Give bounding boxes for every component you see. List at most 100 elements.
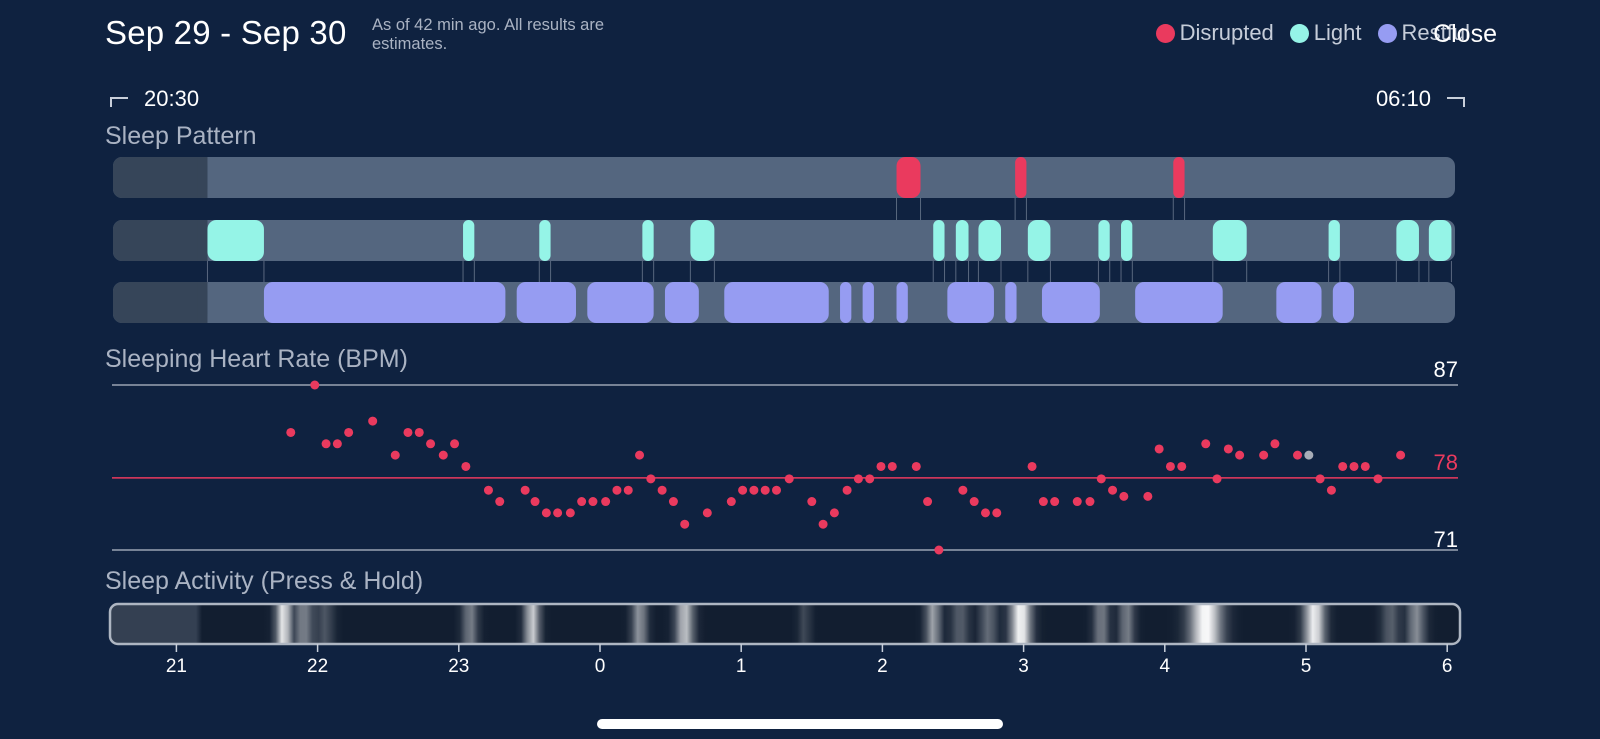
hr-data-point xyxy=(1038,497,1048,507)
light-segment xyxy=(690,220,715,261)
hr-data-point xyxy=(646,474,656,484)
hr-data-point xyxy=(623,485,633,495)
hr-data-point xyxy=(702,508,712,518)
axis-tick-label: 2 xyxy=(877,656,888,677)
hr-data-point xyxy=(865,474,875,484)
axis-tick-label: 3 xyxy=(1018,656,1029,677)
hr-data-point xyxy=(368,416,378,426)
hr-data-point xyxy=(286,427,296,437)
time-axis: 21 22 23 0 1 2 3 4 5 6 xyxy=(166,644,1453,677)
hr-data-point xyxy=(1096,474,1106,484)
hr-data-point xyxy=(1050,497,1060,507)
date-range-title: Sep 29 - Sep 30 xyxy=(105,14,347,51)
hr-data-point xyxy=(541,508,551,518)
hr-data-point xyxy=(668,497,678,507)
hr-data-point xyxy=(1315,474,1325,484)
hr-data-point xyxy=(1108,485,1118,495)
disrupted-segment xyxy=(896,157,921,198)
hr-data-point xyxy=(1373,474,1383,484)
hr-data-point xyxy=(1119,491,1129,501)
hr-data-point xyxy=(829,508,839,518)
disrupted-dot-icon xyxy=(1155,23,1175,43)
track-disrupted xyxy=(113,157,1455,198)
disrupted-segment xyxy=(1173,157,1185,198)
hr-data-point xyxy=(760,485,770,495)
hr-data-point xyxy=(1165,461,1175,471)
restful-segment xyxy=(1005,282,1017,323)
hr-data-point xyxy=(958,485,968,495)
restful-segment xyxy=(1041,282,1100,323)
hr-data-point xyxy=(1235,450,1245,460)
hr-data-point xyxy=(749,485,759,495)
hr-data-point xyxy=(992,508,1002,518)
hr-data-point xyxy=(520,485,530,495)
hr-max-label: 87 xyxy=(1434,357,1458,382)
axis-tick-label: 6 xyxy=(1442,656,1453,677)
hr-min-label: 71 xyxy=(1434,527,1458,552)
hr-data-point xyxy=(635,450,645,460)
light-segment xyxy=(207,220,264,261)
pre-sleep-region-edge xyxy=(197,220,208,261)
hr-data-point xyxy=(1201,439,1211,449)
start-time-marker: 20:30 xyxy=(110,86,199,112)
hr-data-point xyxy=(461,461,471,471)
hr-data-point xyxy=(495,497,505,507)
light-segment xyxy=(978,220,1002,261)
track-light xyxy=(113,220,1455,261)
light-dot-icon xyxy=(1289,23,1309,43)
sleep-activity-title: Sleep Activity (Press & Hold) xyxy=(105,567,424,595)
hr-data-point xyxy=(414,427,424,437)
light-segment xyxy=(1428,220,1452,261)
stage-legend: Disrupted Light Restful xyxy=(1140,20,1470,46)
hr-data-point xyxy=(1154,444,1164,454)
hr-data-point xyxy=(332,439,342,449)
restful-segment xyxy=(724,282,829,323)
hr-data-point xyxy=(1293,450,1303,460)
hr-data-point xyxy=(530,497,540,507)
axis-tick-label: 23 xyxy=(448,656,469,677)
close-button[interactable]: Close xyxy=(1433,20,1497,48)
restful-segment xyxy=(1135,282,1223,323)
restful-segment xyxy=(263,282,506,323)
end-time: 06:10 xyxy=(1375,86,1431,111)
disrupted-segment xyxy=(1015,157,1027,198)
hr-data-point xyxy=(934,545,944,555)
legend-light: Light xyxy=(1289,20,1362,46)
hr-data-point xyxy=(588,497,598,507)
hr-data-point xyxy=(565,508,575,518)
light-segment xyxy=(1396,220,1419,261)
hr-data-point xyxy=(807,497,817,507)
hr-data-point xyxy=(1027,461,1037,471)
restful-segment xyxy=(862,282,874,323)
axis-tick-label: 4 xyxy=(1160,656,1171,677)
hr-data-point xyxy=(1360,461,1370,471)
pre-sleep-region-edge xyxy=(197,157,208,198)
heart-rate-title: Sleeping Heart Rate (BPM) xyxy=(105,345,408,373)
legend-disrupted-label: Disrupted xyxy=(1179,20,1274,45)
restful-segment xyxy=(896,282,908,323)
home-indicator[interactable] xyxy=(597,719,1003,729)
hr-data-point xyxy=(980,508,990,518)
hr-data-point xyxy=(853,474,863,484)
hr-data-point xyxy=(390,450,400,460)
hr-data-point xyxy=(738,485,748,495)
axis-tick-label: 21 xyxy=(166,656,187,677)
restful-segment xyxy=(840,282,852,323)
hr-data-point xyxy=(657,485,667,495)
light-segment xyxy=(933,220,945,261)
hr-data-point xyxy=(1338,461,1348,471)
hr-data-point xyxy=(726,497,736,507)
hr-data-point xyxy=(612,485,622,495)
hr-data-point xyxy=(483,485,493,495)
light-segment xyxy=(642,220,654,261)
pre-sleep-region xyxy=(113,157,208,198)
sleep-activity-bar[interactable] xyxy=(108,602,1462,646)
sleep-activity-strip xyxy=(108,602,1462,646)
estimate-note: As of 42 min ago. All results are estima… xyxy=(372,16,605,53)
hr-data-point xyxy=(344,427,354,437)
hr-data-point xyxy=(969,497,979,507)
restful-segment xyxy=(947,282,994,323)
legend-disrupted: Disrupted xyxy=(1155,20,1274,46)
light-segment xyxy=(1328,220,1340,261)
start-bracket-icon xyxy=(110,97,128,107)
